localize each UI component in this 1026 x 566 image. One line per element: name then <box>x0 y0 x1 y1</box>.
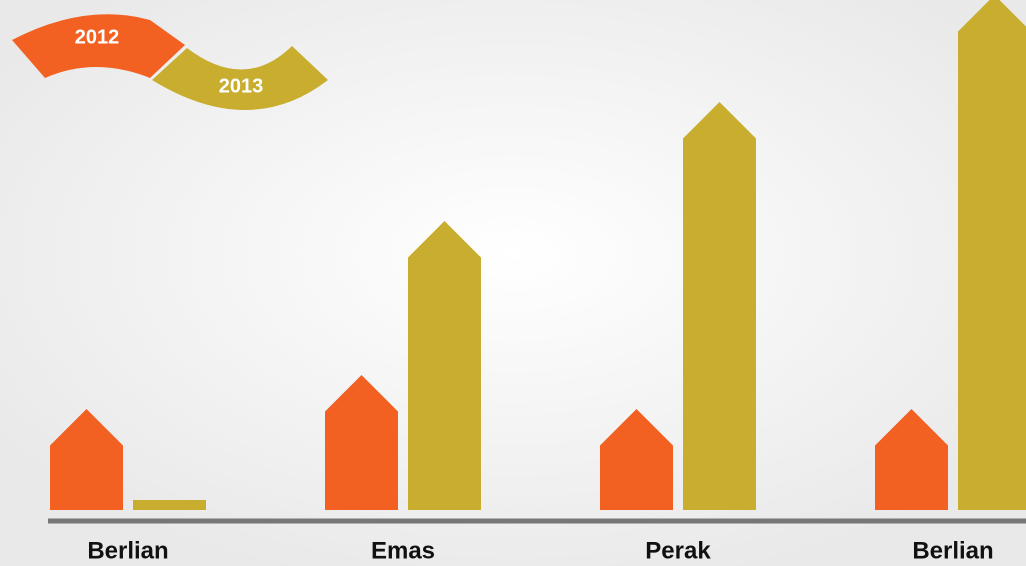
bar <box>325 375 398 510</box>
x-tick-label: Berlian <box>912 537 993 564</box>
x-tick-label: Perak <box>645 537 711 564</box>
bar <box>408 221 481 510</box>
legend-ribbon-2012 <box>12 14 185 78</box>
bar <box>875 409 948 510</box>
x-tick-label: Berlian <box>87 537 168 564</box>
x-tick-label: Emas <box>371 537 435 564</box>
legend-ribbon-2013 <box>152 46 328 110</box>
bar <box>133 500 206 510</box>
legend-label: 2013 <box>219 75 264 97</box>
bar <box>50 409 123 510</box>
legend-label: 2012 <box>75 26 120 48</box>
bar <box>683 102 756 510</box>
bar <box>600 409 673 510</box>
bar <box>958 0 1026 510</box>
